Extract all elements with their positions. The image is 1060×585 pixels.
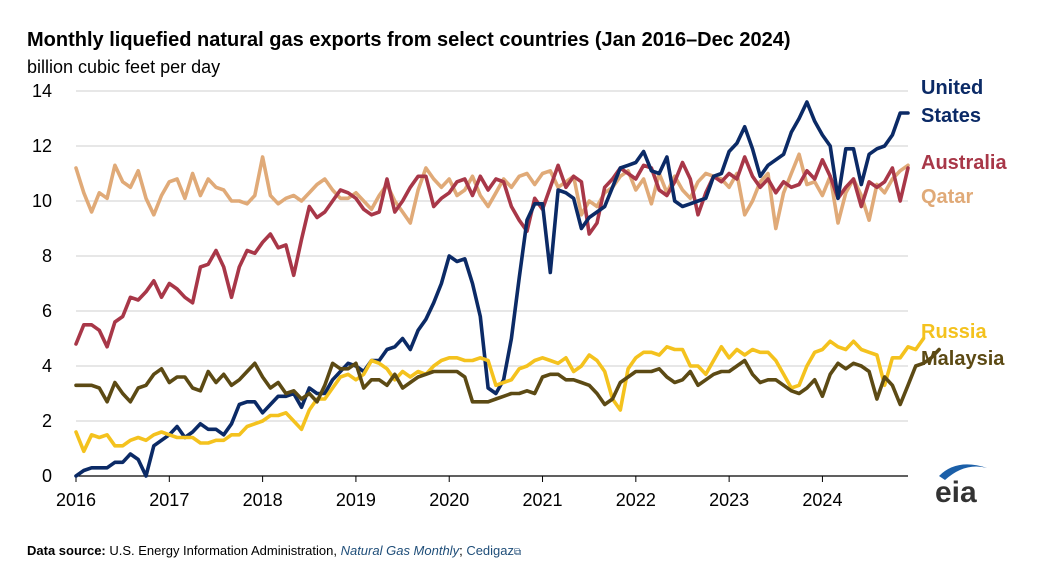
series-label-qatar: Qatar	[921, 186, 973, 208]
y-tick-label: 14	[32, 81, 52, 101]
external-link-icon: ⧉	[514, 547, 522, 558]
series-line-united-states	[74, 100, 910, 478]
series-label-united-states: States	[921, 105, 981, 127]
logo-text: eia	[935, 476, 977, 509]
chart-title: Monthly liquefied natural gas exports fr…	[27, 29, 791, 51]
chart: Monthly liquefied natural gas exports fr…	[27, 29, 1007, 510]
footer-label: Data source:	[27, 543, 106, 558]
footer-publication-link[interactable]: Natural Gas Monthly	[340, 543, 460, 558]
series-line-australia	[74, 155, 910, 349]
logo-swoosh	[939, 464, 987, 480]
gridlines	[76, 90, 908, 477]
x-axis: 2016 2017 2018 2019 2020 2021 2022 2023 2024	[56, 476, 842, 510]
y-tick-label: 10	[32, 191, 52, 211]
series-labels: Qatar Australia United States Russia Malaysia	[921, 77, 1007, 370]
series-line-russia	[74, 336, 926, 454]
footer-cedigaz-link[interactable]: Cedigaz	[466, 543, 515, 558]
series-label-australia: Australia	[921, 152, 1007, 174]
series-label-united-states: United	[921, 77, 983, 99]
x-tick-label: 2018	[243, 490, 283, 510]
footer-separator: ;	[459, 543, 467, 558]
chart-subtitle: billion cubic feet per day	[27, 57, 220, 77]
x-tick-label: 2019	[336, 490, 376, 510]
eia-logo-icon: eia	[935, 464, 987, 509]
series-label-russia: Russia	[921, 321, 987, 343]
y-tick-label: 4	[42, 356, 52, 376]
x-tick-label: 2017	[149, 490, 189, 510]
y-tick-label: 0	[42, 466, 52, 486]
x-tick-label: 2020	[429, 490, 469, 510]
series-line-malaysia	[74, 347, 941, 407]
footer-source: U.S. Energy Information Administration,	[105, 543, 341, 558]
data-source-footer: Data source: U.S. Energy Information Adm…	[27, 543, 521, 558]
x-tick-label: 2023	[709, 490, 749, 510]
series-label-malaysia: Malaysia	[921, 348, 1005, 370]
series-lines	[74, 100, 941, 478]
x-tick-label: 2021	[523, 490, 563, 510]
series-line-qatar	[74, 152, 910, 231]
x-tick-label: 2016	[56, 490, 96, 510]
x-tick-label: 2024	[802, 490, 842, 510]
y-tick-label: 8	[42, 246, 52, 266]
x-tick-label: 2022	[616, 490, 656, 510]
y-axis: 0 2 4 6 8 10 12 14	[32, 81, 52, 486]
y-tick-label: 6	[42, 301, 52, 321]
y-tick-label: 2	[42, 411, 52, 431]
y-tick-label: 12	[32, 136, 52, 156]
